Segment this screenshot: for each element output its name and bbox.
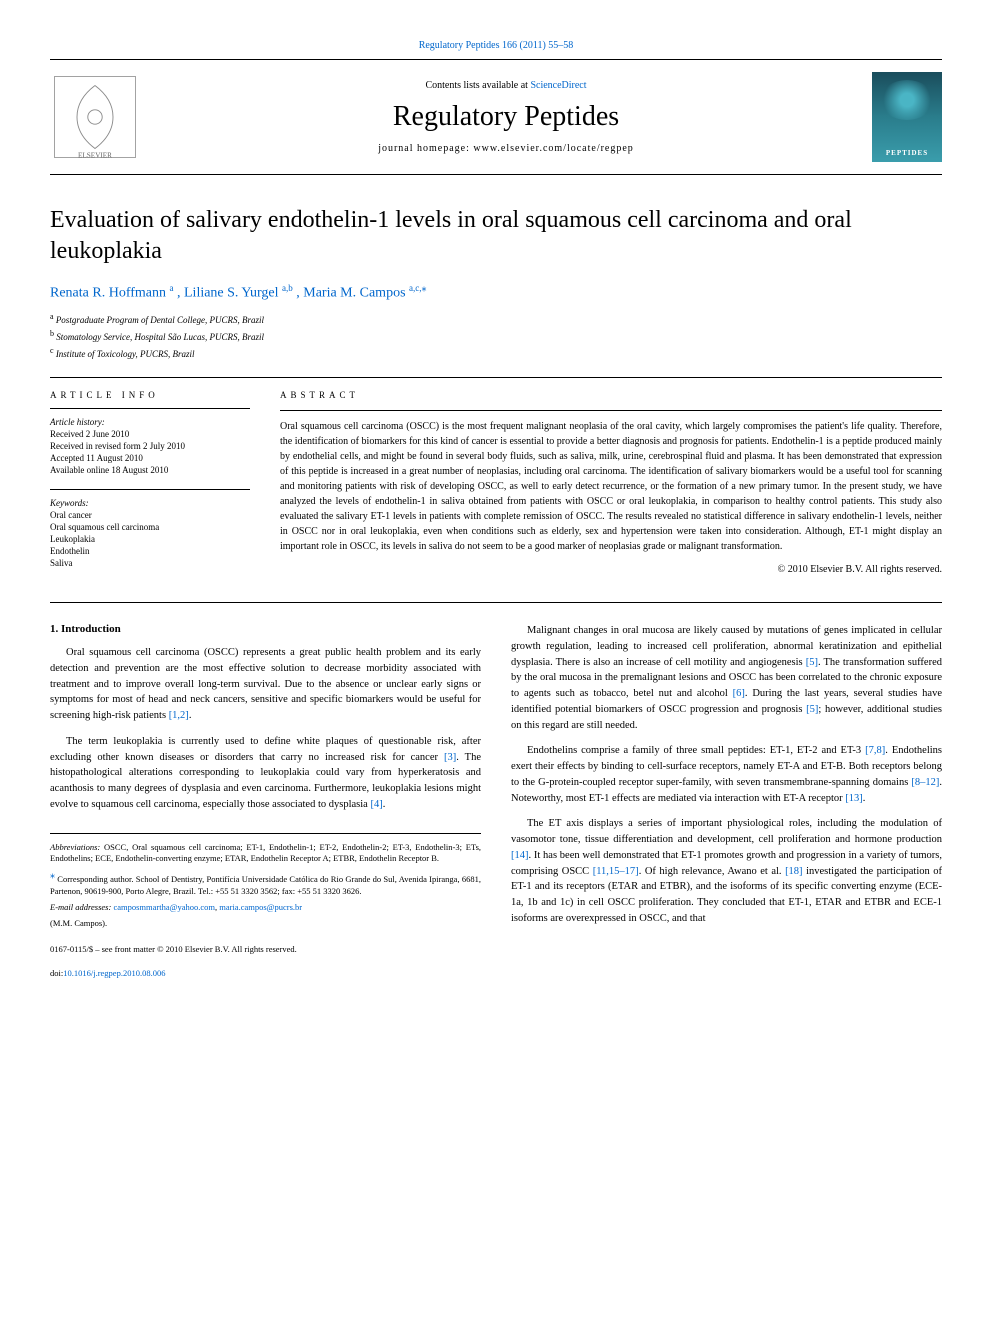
email-author: (M.M. Campos). [50, 918, 481, 930]
sciencedirect-link[interactable]: ScienceDirect [530, 80, 586, 91]
article-info-panel: ARTICLE INFO Article history: Received 2… [50, 390, 250, 582]
affiliation-b: b Stomatology Service, Hospital São Luca… [50, 329, 942, 342]
received-date: Received 2 June 2010 [50, 429, 250, 439]
ref-link[interactable]: [7,8] [865, 745, 885, 756]
affiliation-c: c Institute of Toxicology, PUCRS, Brazil [50, 346, 942, 359]
journal-header: ELSEVIER Contents lists available at Sci… [50, 59, 942, 175]
authors-list: Renata R. Hoffmann a , Liliane S. Yurgel… [50, 283, 942, 302]
affiliation-a: a Postgraduate Program of Dental College… [50, 312, 942, 325]
journal-cover-icon: PEPTIDES [872, 72, 942, 162]
keywords-label: Keywords: [50, 498, 250, 508]
accepted-date: Accepted 11 August 2010 [50, 453, 250, 463]
body-paragraph: Malignant changes in oral mucosa are lik… [511, 623, 942, 733]
abstract-text: Oral squamous cell carcinoma (OSCC) is t… [280, 419, 942, 554]
article-title: Evaluation of salivary endothelin-1 leve… [50, 205, 942, 267]
abbreviations-footnote: Abbreviations: OSCC, Oral squamous cell … [50, 842, 481, 866]
email-link[interactable]: maria.campos@pucrs.br [219, 902, 302, 912]
copyright-line: © 2010 Elsevier B.V. All rights reserved… [280, 564, 942, 575]
body-paragraph: The term leukoplakia is currently used t… [50, 734, 481, 813]
email-footnote: E-mail addresses: camposmmartha@yahoo.co… [50, 902, 481, 914]
doi-line: doi:10.1016/j.regpep.2010.08.006 [50, 968, 481, 978]
corresponding-mark[interactable]: ⁎ [422, 283, 427, 294]
email-link[interactable]: camposmmartha@yahoo.com [113, 902, 215, 912]
ref-link[interactable]: [1,2] [169, 710, 189, 721]
ref-link[interactable]: [6] [733, 688, 745, 699]
author-2[interactable]: , Liliane S. Yurgel [177, 286, 282, 301]
author-3[interactable]: , Maria M. Campos [296, 286, 409, 301]
ref-link[interactable]: [18] [785, 866, 803, 877]
history-label: Article history: [50, 417, 250, 427]
keyword: Oral cancer [50, 510, 250, 520]
corresponding-footnote: ⁎ Corresponding author. School of Dentis… [50, 869, 481, 898]
homepage-line: journal homepage: www.elsevier.com/locat… [140, 143, 872, 154]
journal-citation[interactable]: Regulatory Peptides 166 (2011) 55–58 [50, 40, 942, 51]
ref-link[interactable]: [14] [511, 850, 529, 861]
keyword: Endothelin [50, 546, 250, 556]
online-date: Available online 18 August 2010 [50, 465, 250, 475]
contents-line: Contents lists available at ScienceDirec… [140, 80, 872, 91]
ref-link[interactable]: [3] [444, 752, 456, 763]
revised-date: Received in revised form 2 July 2010 [50, 441, 250, 451]
ref-link[interactable]: [13] [845, 793, 863, 804]
issn-line: 0167-0115/$ – see front matter © 2010 El… [50, 944, 481, 954]
ref-link[interactable]: [4] [370, 799, 382, 810]
ref-link[interactable]: [5] [806, 657, 818, 668]
author-1[interactable]: Renata R. Hoffmann [50, 286, 170, 301]
article-info-heading: ARTICLE INFO [50, 390, 250, 400]
keyword: Oral squamous cell carcinoma [50, 522, 250, 532]
journal-name: Regulatory Peptides [140, 101, 872, 133]
ref-link[interactable]: [11,15–17] [593, 866, 639, 877]
body-paragraph: Oral squamous cell carcinoma (OSCC) repr… [50, 645, 481, 724]
intro-heading: 1. Introduction [50, 623, 481, 635]
body-paragraph: The ET axis displays a series of importa… [511, 816, 942, 926]
keyword: Saliva [50, 558, 250, 568]
ref-link[interactable]: [8–12] [911, 777, 939, 788]
elsevier-logo: ELSEVIER [50, 72, 140, 162]
doi-link[interactable]: 10.1016/j.regpep.2010.08.006 [63, 968, 165, 978]
body-paragraph: Endothelins comprise a family of three s… [511, 743, 942, 806]
ref-link[interactable]: [5] [806, 704, 818, 715]
abstract-heading: ABSTRACT [280, 390, 942, 400]
svg-text:ELSEVIER: ELSEVIER [78, 152, 112, 160]
keyword: Leukoplakia [50, 534, 250, 544]
